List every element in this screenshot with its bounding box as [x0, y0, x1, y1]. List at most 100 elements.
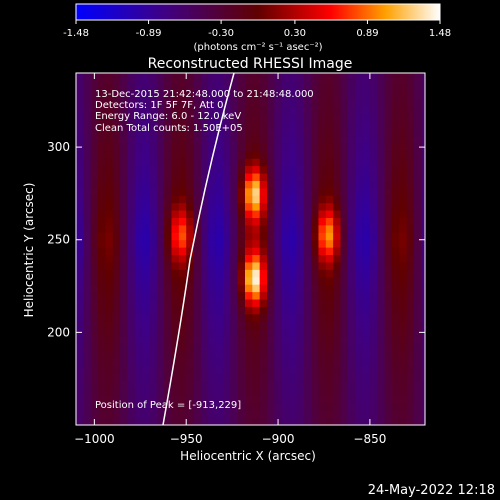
heatmap-cell [105, 269, 114, 278]
heatmap-cell [362, 299, 371, 307]
heatmap-cell [222, 306, 231, 315]
heatmap-cell [186, 239, 195, 248]
heatmap-cell [267, 328, 275, 337]
heatmap-cell [369, 106, 378, 115]
heatmap-cell [296, 395, 305, 404]
heatmap-cell [340, 276, 349, 285]
heatmap-cell [421, 128, 425, 137]
heatmap-cell [127, 143, 136, 152]
heatmap-cell [311, 247, 319, 256]
heatmap-cell [200, 76, 209, 85]
heatmap-cell [76, 180, 84, 189]
heatmap-cell [340, 395, 349, 404]
heatmap-cell [120, 387, 128, 396]
heatmap-cell [244, 217, 253, 226]
heatmap-cell [355, 165, 364, 174]
heatmap-cell [362, 269, 371, 278]
heatmap-cell [237, 195, 246, 204]
heatmap-cell [76, 306, 84, 315]
heatmap-cell [259, 121, 268, 130]
heatmap-cell [384, 180, 393, 189]
colorbar-tick-label: -0.30 [208, 28, 234, 39]
heatmap-cell [215, 299, 224, 307]
heatmap-cell [244, 328, 253, 337]
heatmap-cell [230, 336, 239, 344]
heatmap-cell [318, 91, 327, 100]
heatmap-cell [377, 387, 386, 396]
heatmap-cell [252, 217, 261, 226]
heatmap-cell [215, 350, 224, 359]
heatmap-cell [178, 239, 187, 248]
heatmap-cell [391, 321, 400, 330]
heatmap-cell [164, 210, 173, 219]
heatmap-cell [281, 73, 290, 78]
heatmap-cell [289, 291, 297, 300]
heatmap-cell [127, 261, 136, 270]
heatmap-cell [156, 328, 165, 337]
heatmap-cell [296, 291, 305, 300]
heatmap-cell [193, 358, 202, 367]
heatmap-cell [76, 284, 84, 293]
heatmap-cell [259, 135, 268, 144]
heatmap-cell [281, 180, 290, 189]
heatmap-cell [347, 173, 356, 181]
heatmap-cell [120, 328, 128, 337]
heatmap-cell [252, 269, 261, 278]
heatmap-cell [83, 395, 92, 404]
heatmap-cell [186, 328, 195, 337]
heatmap-cell [311, 417, 319, 425]
heatmap-cell [98, 210, 106, 219]
heatmap-cell [347, 343, 356, 352]
heatmap-cell [340, 217, 349, 226]
heatmap-cell [399, 128, 408, 137]
heatmap-cell [156, 165, 165, 174]
heatmap-cell [90, 261, 99, 270]
heatmap-cell [333, 254, 342, 263]
heatmap-cell [120, 135, 128, 144]
heatmap-cell [318, 321, 327, 330]
heatmap-cell [369, 247, 378, 256]
heatmap-cell [325, 291, 334, 300]
heatmap-cell [237, 284, 246, 293]
heatmap-cell [127, 410, 136, 419]
heatmap-cell [112, 128, 121, 137]
heatmap-cell [142, 217, 150, 226]
heatmap-cell [215, 365, 224, 374]
heatmap-cell [252, 410, 261, 419]
heatmap-cell [98, 365, 106, 374]
heatmap-cell [112, 76, 121, 85]
heatmap-cell [105, 113, 114, 122]
heatmap-cell [355, 106, 364, 115]
heatmap-cell [252, 417, 261, 425]
heatmap-cell [289, 284, 297, 293]
heatmap-cell [237, 91, 246, 100]
heatmap-cell [325, 313, 334, 322]
heatmap-cell [347, 135, 356, 144]
heatmap-cell [90, 402, 99, 411]
heatmap-cell [230, 417, 239, 425]
heatmap-cell [267, 106, 275, 115]
heatmap-cell [230, 121, 239, 130]
heatmap-cell [333, 165, 342, 174]
heatmap-cell [120, 73, 128, 78]
heatmap-cell [156, 224, 165, 233]
heatmap-cell [384, 158, 393, 167]
heatmap-cell [311, 350, 319, 359]
heatmap-cell [230, 321, 239, 330]
heatmap-cell [83, 135, 92, 144]
heatmap-cell [318, 180, 327, 189]
heatmap-cell [399, 84, 408, 93]
heatmap-cell [208, 313, 217, 322]
heatmap-cell [259, 328, 268, 337]
heatmap-cell [267, 165, 275, 174]
heatmap-cell [252, 254, 261, 263]
heatmap-cell [340, 210, 349, 219]
heatmap-cell [325, 336, 334, 344]
heatmap-cell [333, 387, 342, 396]
heatmap-cell [391, 410, 400, 419]
heatmap-cell [421, 239, 425, 248]
heatmap-cell [281, 150, 290, 159]
heatmap-cell [252, 247, 261, 256]
heatmap-cell [399, 158, 408, 167]
heatmap-cell [281, 358, 290, 367]
